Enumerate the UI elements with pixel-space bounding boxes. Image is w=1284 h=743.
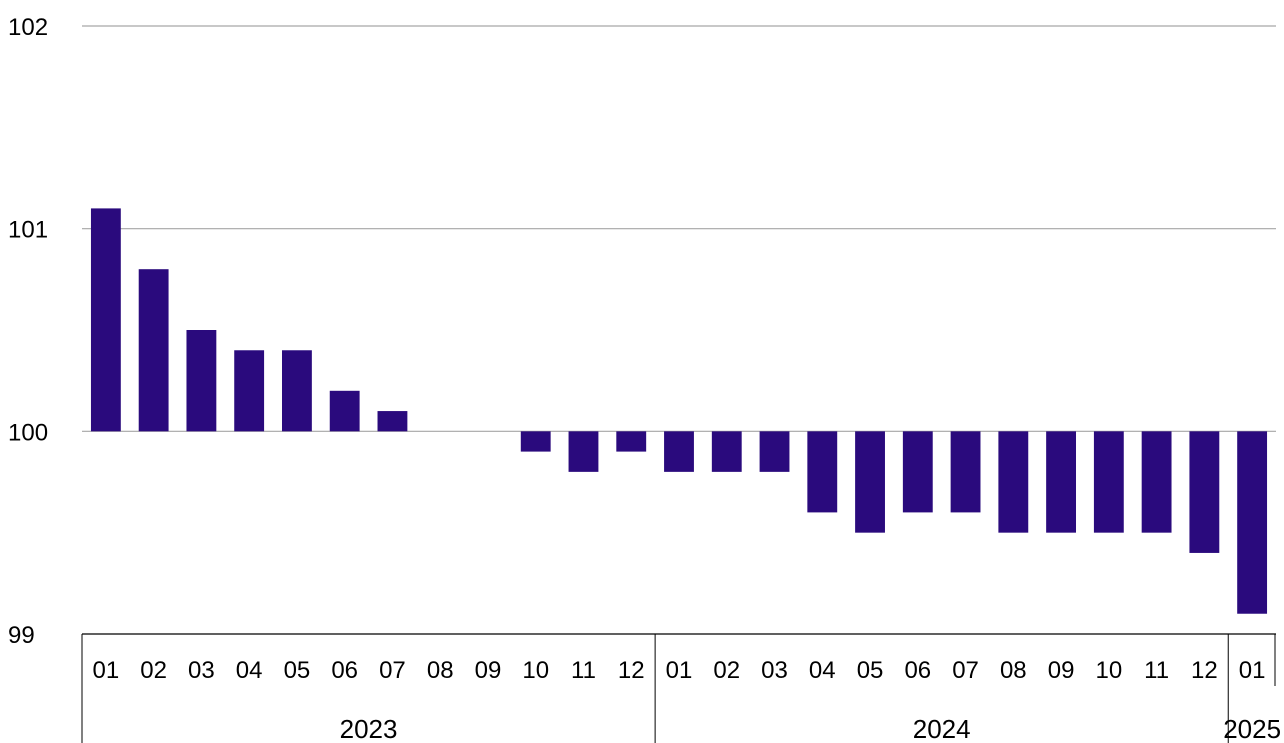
bar [520,431,551,452]
bar [1046,431,1077,533]
bar [1237,431,1268,614]
bar [902,431,933,513]
bar [234,350,265,432]
x-tick-label: 02 [140,657,167,684]
bar [1093,431,1124,533]
x-tick-label: 07 [379,657,406,684]
year-label: 2025 [1223,714,1281,743]
x-tick-label: 05 [857,657,884,684]
year-label: 2024 [913,714,971,743]
x-tick-label: 04 [236,657,263,684]
bar [855,431,885,533]
x-tick-label: 12 [1191,657,1218,684]
x-axis-category-labels: 01 02 03 04 05 06 07 08 09 10 11 12 01 02 03 04 05 06 07 08… [93,657,1266,684]
x-tick-label: 01 [666,657,693,684]
bar [1141,431,1172,533]
x-tick-label: 05 [284,657,311,684]
x-tick-label: 11 [1144,657,1169,684]
bar [711,431,742,472]
bar [377,411,408,432]
y-axis-tick-labels: 99 100 101 102 [8,14,48,649]
x-tick-label: 08 [1000,657,1027,684]
x-tick-label: 11 [571,657,596,684]
bar [90,208,121,432]
x-tick-label: 03 [761,657,788,684]
y-tick-label: 101 [8,217,48,244]
y-tick-label: 102 [8,14,48,41]
bar [568,431,599,472]
x-tick-label: 01 [1239,657,1266,684]
bar [329,390,360,432]
x-tick-label: 12 [618,657,645,684]
x-tick-label: 10 [522,657,549,684]
bar [950,431,981,513]
x-tick-label: 06 [904,657,931,684]
bar [138,269,169,432]
y-tick-label: 100 [8,419,48,446]
x-tick-label: 07 [952,657,979,684]
x-tick-label: 03 [188,657,215,684]
bar [1189,431,1220,553]
x-tick-label: 08 [427,657,454,684]
x-tick-label: 04 [809,657,836,684]
x-tick-label: 09 [475,657,502,684]
x-tick-label: 10 [1095,657,1122,684]
bar [998,431,1029,533]
x-tick-label: 01 [93,657,120,684]
bar [759,431,790,472]
bar [186,330,217,432]
x-tick-label: 02 [713,657,740,684]
x-tick-label: 06 [331,657,358,684]
bar [281,350,312,432]
bars [90,208,1268,614]
year-label: 2023 [340,714,398,743]
y-tick-label: 99 [8,622,35,649]
bar [807,431,838,513]
bar [664,431,694,472]
x-tick-label: 09 [1048,657,1075,684]
x-axis-year-labels: 2023 2024 2025 [81,634,1281,743]
bar [616,431,647,452]
